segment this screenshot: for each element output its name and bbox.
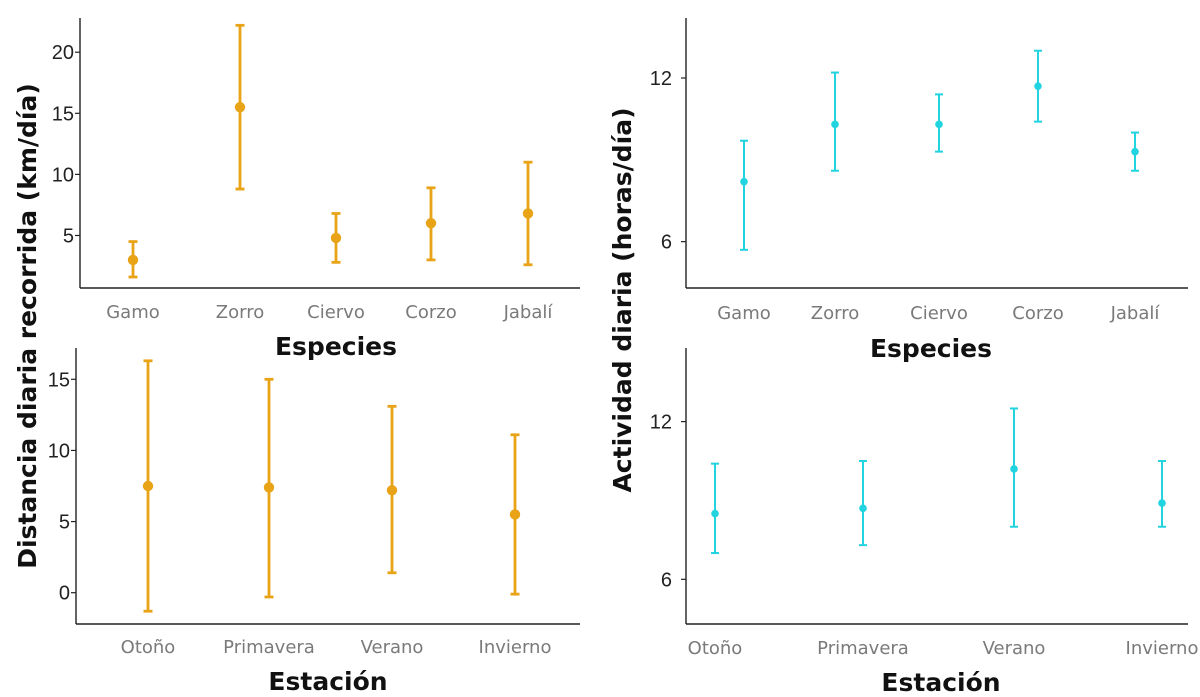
mean-point: [425, 218, 437, 229]
x-tick-label: Corzo: [405, 302, 456, 323]
x-tick-label: Otoño: [121, 637, 176, 658]
mean-point: [740, 177, 748, 186]
mean-point: [831, 120, 839, 129]
x-tick-label: Invierno: [1126, 638, 1199, 659]
mean-point: [859, 504, 867, 513]
panel-activity-by-species: 6 12 Gamo Zorro Ciervo Corzo Jabalí Especies: [650, 18, 1188, 363]
mean-point: [935, 120, 943, 129]
mean-point: [330, 232, 342, 244]
x-axis-title: Especies: [275, 332, 397, 361]
y-tick-label: 10: [52, 164, 74, 186]
mean-point: [127, 254, 139, 266]
ylabel-distance: Distancia diaria recorrida (km/día): [13, 83, 42, 569]
mean-point: [1131, 147, 1139, 156]
x-tick-label: Jabalí: [503, 302, 554, 323]
x-tick-label: Verano: [361, 637, 424, 658]
mean-point: [386, 485, 398, 496]
mean-point: [711, 509, 719, 518]
x-axis-title: Estación: [268, 667, 387, 696]
y-tick-label: 5: [63, 225, 74, 247]
mean-point: [522, 208, 534, 219]
y-tick-label: 12: [650, 412, 672, 434]
y-tick-label: 0: [59, 583, 70, 605]
x-tick-label: Jabalí: [1110, 303, 1161, 324]
mean-point: [1158, 499, 1166, 507]
mean-point: [234, 101, 246, 113]
y-tick-label: 6: [661, 232, 672, 254]
y-tick-label: 15: [48, 369, 70, 391]
x-tick-label: Otoño: [688, 638, 743, 659]
mean-point: [509, 509, 521, 520]
y-tick-label: 10: [48, 440, 70, 462]
x-tick-label: Primavera: [223, 637, 315, 658]
x-tick-label: Corzo: [1012, 303, 1063, 324]
x-tick-label: Ciervo: [910, 303, 968, 324]
y-tick-label: 6: [661, 569, 672, 591]
x-tick-label: Primavera: [817, 638, 909, 659]
y-tick-label: 20: [52, 42, 74, 64]
mean-point: [142, 480, 154, 492]
x-tick-label: Verano: [983, 638, 1046, 659]
y-tick-label: 12: [650, 68, 672, 90]
x-tick-label: Zorro: [811, 303, 859, 324]
panel-activity-by-season: 6 12 Otoño Primavera Verano Invierno Estación: [650, 348, 1199, 697]
x-axis-title: Especies: [870, 334, 992, 363]
x-tick-label: Gamo: [106, 302, 160, 323]
x-tick-label: Gamo: [717, 303, 771, 324]
y-tick-label: 15: [52, 103, 74, 125]
x-tick-label: Zorro: [216, 302, 264, 323]
y-tick-label: 5: [59, 512, 70, 534]
mean-point: [1034, 82, 1042, 90]
panel-distance-by-species: 5 10 15 20 Gamo Zorro Ciervo Corzo Jabalí Especie…: [52, 18, 580, 361]
x-tick-label: Ciervo: [307, 302, 365, 323]
x-axis-title: Estación: [881, 668, 1000, 697]
ylabel-activity: Actividad diaria (horas/día): [608, 107, 637, 492]
panel-distance-by-season: 0 5 10 15 Otoño Primavera Verano Invierno Estaci…: [48, 348, 580, 696]
x-tick-label: Invierno: [479, 637, 552, 658]
mean-point: [263, 482, 275, 493]
mean-point: [1010, 465, 1018, 473]
